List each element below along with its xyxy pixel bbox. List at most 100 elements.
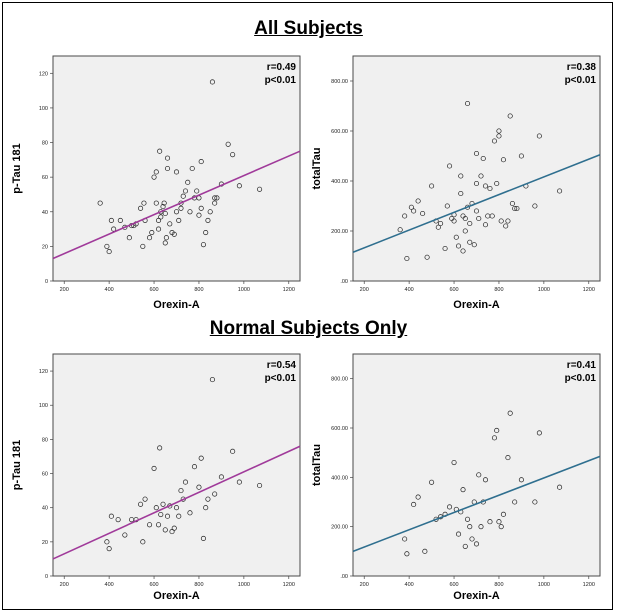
x-tick-label: 800 [194, 287, 203, 293]
data-point [117, 217, 123, 223]
data-point [420, 210, 426, 217]
y-tick-label: 600.00 [331, 129, 348, 135]
x-tick-label: 600 [449, 287, 458, 293]
data-point [512, 499, 518, 505]
data-point [218, 474, 224, 480]
data-point [158, 214, 164, 220]
data-point [402, 213, 408, 219]
r-value-label: r=0.54 [267, 360, 297, 371]
data-point [500, 511, 506, 517]
data-point [185, 179, 191, 185]
scatter-totaltau-all: 200 400 600 800 1000 1200 .00 200.00 400.00 600.0… [311, 55, 601, 311]
data-point [160, 501, 166, 507]
data-point [140, 539, 146, 545]
data-point [122, 224, 128, 230]
regression-line [352, 455, 601, 553]
data-point [155, 522, 162, 528]
data-point [151, 465, 157, 471]
y-tick-label: 120 [39, 369, 48, 375]
p-value-label: p<0.01 [565, 373, 597, 384]
x-tick-label: 1200 [283, 582, 295, 588]
regression-line [352, 154, 601, 253]
y-tick-label: 60 [42, 472, 48, 478]
data-point [458, 190, 464, 197]
data-point [494, 180, 500, 187]
plot-area [352, 353, 601, 577]
data-point [230, 152, 236, 158]
x-tick-label: 200 [60, 287, 69, 293]
data-point [467, 220, 473, 227]
data-point [476, 472, 482, 478]
data-point [536, 133, 542, 139]
x-tick-label: 1000 [538, 582, 550, 588]
y-tick-label: 120 [39, 71, 48, 77]
x-tick-label: 200 [360, 582, 369, 588]
data-point [453, 234, 459, 240]
data-point [153, 505, 159, 511]
data-point [462, 543, 468, 549]
data-point [408, 204, 414, 210]
data-point [505, 455, 511, 461]
data-point [404, 551, 410, 557]
data-point [496, 519, 502, 525]
data-point [518, 153, 524, 159]
data-point [158, 511, 164, 518]
data-point [200, 242, 206, 248]
x-axis-label: Orexin-A [453, 299, 500, 311]
data-point [214, 195, 220, 201]
data-point [178, 205, 184, 211]
y-tick-label: 200.00 [331, 525, 348, 531]
data-point [198, 205, 204, 211]
data-point [402, 536, 408, 542]
data-point [236, 479, 242, 485]
p-value-label: p<0.01 [265, 75, 297, 86]
data-point [104, 539, 110, 545]
data-point [460, 248, 466, 254]
y-tick-label: .00 [340, 279, 348, 285]
data-point [532, 499, 538, 505]
section-title-all-subjects: All Subjects [254, 18, 363, 39]
data-point [473, 208, 480, 214]
data-point [115, 517, 121, 523]
y-tick-label: 800.00 [331, 79, 348, 85]
data-point [487, 185, 493, 192]
data-point [187, 510, 193, 516]
data-point [512, 205, 518, 212]
data-point [122, 532, 128, 538]
y-tick-label: 40 [42, 506, 48, 512]
data-point [194, 188, 200, 194]
x-tick-label: 1200 [283, 287, 295, 293]
data-point [212, 491, 218, 497]
data-point [212, 200, 218, 206]
data-point [162, 210, 168, 217]
x-tick-label: 1000 [538, 287, 550, 293]
data-point [182, 188, 189, 194]
data-point [151, 174, 157, 180]
data-point [153, 169, 159, 175]
data-point [225, 141, 231, 147]
x-tick-label: 800 [194, 582, 203, 588]
data-point [505, 218, 511, 224]
x-axis-label: Orexin-A [453, 590, 500, 602]
data-point [209, 79, 215, 85]
data-point [532, 203, 538, 209]
data-point [203, 229, 209, 236]
data-point [140, 243, 146, 249]
data-point [536, 430, 542, 436]
data-point [161, 200, 167, 206]
data-point [503, 223, 509, 229]
scatter-totaltau-normal: 200 400 600 800 1000 1200 .00 200.00 400.00 600.0… [311, 353, 601, 602]
p-value-label: p<0.01 [265, 373, 297, 384]
y-tick-label: 100 [39, 106, 48, 112]
data-point [200, 535, 206, 541]
y-tick-label: 80 [42, 437, 48, 443]
data-point [404, 255, 410, 262]
section-title-normal-subjects: Normal Subjects Only [209, 318, 408, 339]
r-value-label: r=0.38 [567, 62, 597, 73]
data-point [411, 208, 417, 214]
data-point [491, 138, 498, 144]
x-tick-label: 1000 [238, 582, 250, 588]
data-point [464, 516, 471, 522]
data-point [498, 218, 504, 224]
data-point [104, 243, 110, 249]
